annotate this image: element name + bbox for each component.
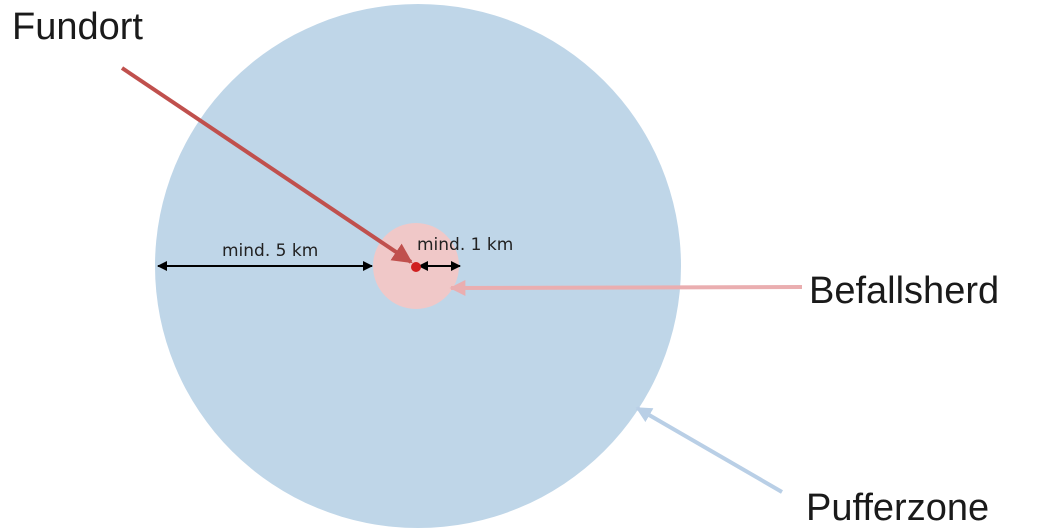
outbreak-radius-label: mind. 1 km xyxy=(417,235,513,255)
buffer-radius-label: mind. 5 km xyxy=(222,241,318,261)
buffer-zone-label: Pufferzone xyxy=(806,487,989,529)
find-site-arrow xyxy=(120,66,413,264)
outbreak-label: Befallsherd xyxy=(809,270,999,312)
outbreak-arrow xyxy=(449,279,803,296)
find-site-label: Fundort xyxy=(12,6,143,48)
buffer-zone-arrow xyxy=(635,406,784,494)
find-site-dot xyxy=(411,262,421,272)
